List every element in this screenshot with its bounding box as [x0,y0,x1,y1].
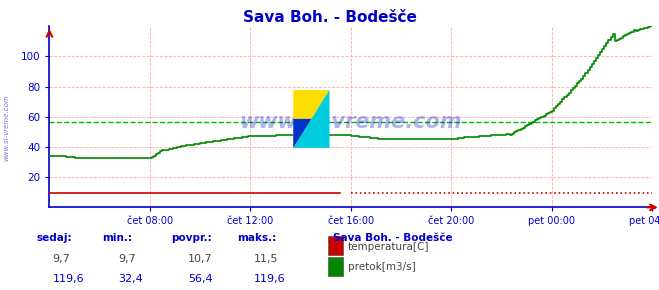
Text: temperatura[C]: temperatura[C] [348,242,430,251]
Text: min.:: min.: [102,233,132,243]
Text: sedaj:: sedaj: [36,233,72,243]
Text: 9,7: 9,7 [53,254,71,264]
Polygon shape [293,119,312,148]
Text: 10,7: 10,7 [188,254,212,264]
Text: 119,6: 119,6 [53,274,84,284]
Text: pretok[m3/s]: pretok[m3/s] [348,262,416,272]
Text: 56,4: 56,4 [188,274,212,284]
Text: www.si-vreme.com: www.si-vreme.com [240,112,462,132]
Polygon shape [293,90,330,148]
Polygon shape [293,90,330,148]
Text: maks.:: maks.: [237,233,277,243]
Text: 9,7: 9,7 [119,254,136,264]
Text: Sava Boh. - Bodešče: Sava Boh. - Bodešče [333,233,453,243]
Text: povpr.:: povpr.: [171,233,212,243]
Text: Sava Boh. - Bodešče: Sava Boh. - Bodešče [243,10,416,25]
Text: 119,6: 119,6 [254,274,285,284]
Text: www.si-vreme.com: www.si-vreme.com [3,94,10,161]
Text: 32,4: 32,4 [119,274,144,284]
Text: 11,5: 11,5 [254,254,278,264]
